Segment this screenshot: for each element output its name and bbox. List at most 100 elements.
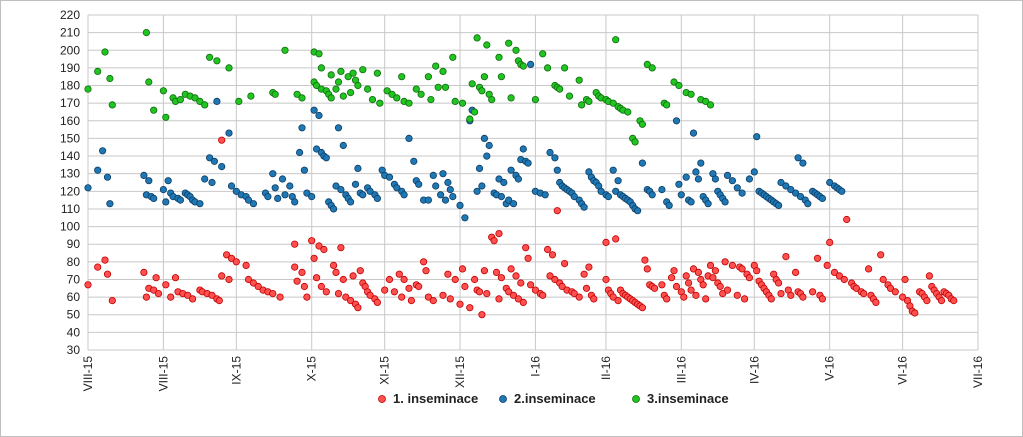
data-point xyxy=(719,289,727,298)
data-point xyxy=(342,293,350,301)
data-point xyxy=(638,120,647,128)
data-point xyxy=(354,304,362,312)
data-point xyxy=(213,57,221,65)
legend-item: 2.inseminace xyxy=(499,391,596,406)
data-point xyxy=(456,300,464,308)
data-point xyxy=(539,50,547,58)
data-point xyxy=(410,157,418,165)
data-point xyxy=(791,268,800,276)
data-point xyxy=(648,191,656,199)
data-point xyxy=(429,171,437,179)
data-point xyxy=(531,96,540,104)
y-tick-label: 30 xyxy=(67,343,81,357)
data-point xyxy=(612,235,620,243)
data-point xyxy=(298,94,306,102)
data-point xyxy=(473,34,481,42)
data-point xyxy=(901,275,909,284)
data-point xyxy=(495,53,503,61)
data-point xyxy=(590,295,598,303)
y-tick-label: 220 xyxy=(60,8,80,22)
data-point xyxy=(366,291,374,299)
data-point xyxy=(500,178,508,187)
data-point xyxy=(585,263,593,271)
data-point xyxy=(818,194,827,202)
data-point xyxy=(308,193,316,201)
data-point xyxy=(602,238,610,246)
data-point xyxy=(835,272,844,280)
data-point xyxy=(84,85,92,93)
x-tick-label: IV-16 xyxy=(747,356,761,384)
data-point xyxy=(339,275,347,284)
data-point xyxy=(519,298,527,306)
data-point xyxy=(526,60,535,69)
data-point xyxy=(227,182,236,190)
data-point xyxy=(546,272,554,280)
data-point xyxy=(466,304,474,312)
data-point xyxy=(478,87,486,95)
data-point xyxy=(108,296,116,305)
data-point xyxy=(937,296,946,305)
data-point xyxy=(142,28,150,37)
data-point xyxy=(213,97,221,106)
data-point xyxy=(558,282,566,291)
data-point xyxy=(753,267,761,275)
data-point xyxy=(490,237,498,245)
data-point xyxy=(106,74,114,83)
y-tick-label: 130 xyxy=(60,167,80,181)
data-point xyxy=(337,244,345,252)
data-point xyxy=(424,293,432,301)
data-point xyxy=(164,177,172,185)
data-point xyxy=(291,240,299,248)
data-point xyxy=(140,268,148,276)
data-points xyxy=(84,28,958,319)
data-point xyxy=(446,186,454,194)
data-point xyxy=(337,67,345,76)
data-point xyxy=(470,275,479,284)
data-point xyxy=(242,261,250,269)
data-point xyxy=(804,200,812,208)
data-point xyxy=(176,196,184,204)
data-point xyxy=(711,267,720,275)
data-point xyxy=(334,78,343,86)
data-point xyxy=(383,87,391,95)
data-point xyxy=(441,196,450,204)
data-point xyxy=(711,175,720,183)
data-point xyxy=(317,282,325,291)
data-point xyxy=(281,191,289,199)
data-point xyxy=(339,141,347,150)
data-point xyxy=(398,73,406,81)
data-point xyxy=(449,53,457,61)
data-point xyxy=(322,288,330,296)
data-point xyxy=(767,295,775,303)
data-point xyxy=(799,293,807,301)
data-point xyxy=(206,154,214,162)
data-point xyxy=(663,101,671,109)
legend-item: 1. inseminace xyxy=(378,391,478,406)
data-point xyxy=(412,85,420,93)
data-point xyxy=(512,272,520,280)
data-point xyxy=(441,83,450,91)
data-point xyxy=(694,268,703,276)
data-point xyxy=(400,191,408,199)
data-point xyxy=(215,296,223,305)
data-point xyxy=(791,189,800,197)
y-tick-label: 110 xyxy=(61,202,80,216)
data-point xyxy=(543,245,552,254)
data-point xyxy=(337,186,345,194)
data-point xyxy=(196,200,204,208)
data-point xyxy=(269,289,277,298)
data-point xyxy=(300,282,308,291)
data-point xyxy=(548,251,557,259)
data-point xyxy=(461,282,469,291)
data-point xyxy=(843,215,851,224)
data-point xyxy=(774,201,783,209)
data-point xyxy=(877,251,885,259)
data-point xyxy=(641,256,649,264)
data-point xyxy=(702,295,710,303)
data-point xyxy=(531,286,540,294)
data-point xyxy=(497,274,505,282)
data-point xyxy=(101,48,109,56)
y-tick-label: 50 xyxy=(67,308,81,322)
data-point xyxy=(218,136,226,144)
